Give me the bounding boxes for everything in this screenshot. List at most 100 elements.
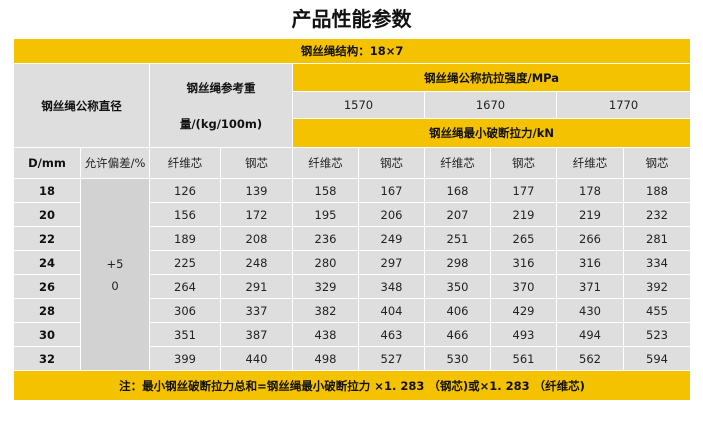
diameter-cell: 18 bbox=[13, 178, 81, 203]
table-cell: 430 bbox=[556, 298, 624, 323]
table-row: 32 399 440 498 527 530 561 562 594 bbox=[13, 346, 692, 371]
table-row: 20 156 172 195 206 207 219 219 232 bbox=[13, 202, 692, 227]
table-cell: 351 bbox=[149, 322, 221, 347]
ref-weight-header: 钢丝绳参考重 量/(kg/100m) bbox=[149, 63, 293, 148]
diameter-cell: 20 bbox=[13, 202, 81, 227]
tolerance-upper: +5 bbox=[106, 256, 124, 271]
ref-weight-header-line1: 钢丝绳参考重 bbox=[186, 80, 256, 95]
table-cell: 530 bbox=[424, 346, 491, 371]
table-cell: 455 bbox=[622, 298, 692, 323]
table-cell: 306 bbox=[149, 298, 221, 323]
table-cell: 387 bbox=[220, 322, 293, 347]
table-cell: 172 bbox=[220, 202, 293, 227]
table-row: 24 225 248 280 297 298 316 316 334 bbox=[13, 250, 692, 275]
table-cell: 251 bbox=[424, 226, 491, 251]
table-cell: 348 bbox=[358, 274, 425, 299]
table-cell: 236 bbox=[292, 226, 359, 251]
table-cell: 248 bbox=[220, 250, 293, 275]
tolerance-cell: +5 0 bbox=[80, 178, 150, 371]
fiber-core-1770-header: 纤维芯 bbox=[556, 147, 624, 179]
table-cell: 188 bbox=[622, 178, 692, 203]
table-cell: 264 bbox=[149, 274, 221, 299]
table-cell: 527 bbox=[358, 346, 425, 371]
table-cell: 178 bbox=[556, 178, 624, 203]
table-cell: 399 bbox=[149, 346, 221, 371]
table-cell: 429 bbox=[490, 298, 557, 323]
table-cell: 350 bbox=[424, 274, 491, 299]
steel-core-1570-header: 钢芯 bbox=[358, 147, 425, 179]
table-cell: 291 bbox=[220, 274, 293, 299]
weight-fiber-core-header: 纤维芯 bbox=[149, 147, 221, 179]
table-cell: 494 bbox=[556, 322, 624, 347]
table-cell: 466 bbox=[424, 322, 491, 347]
table-cell: 316 bbox=[490, 250, 557, 275]
table-cell: 562 bbox=[556, 346, 624, 371]
d-mm-header: D/mm bbox=[13, 147, 81, 179]
table-cell: 334 bbox=[622, 250, 692, 275]
table-cell: 139 bbox=[220, 178, 293, 203]
table-row: 26 264 291 329 348 350 370 371 392 bbox=[13, 274, 692, 299]
table-cell: 158 bbox=[292, 178, 359, 203]
structure-label: 钢丝绳结构：18×7 bbox=[12, 38, 692, 64]
ref-weight-header-line2: 量/(kg/100m) bbox=[179, 116, 263, 131]
diameter-cell: 32 bbox=[13, 346, 81, 371]
table-cell: 280 bbox=[292, 250, 359, 275]
table-cell: 440 bbox=[220, 346, 293, 371]
table-cell: 168 bbox=[424, 178, 491, 203]
table-cell: 208 bbox=[220, 226, 293, 251]
table-cell: 219 bbox=[490, 202, 557, 227]
table-cell: 463 bbox=[358, 322, 425, 347]
table-cell: 493 bbox=[490, 322, 557, 347]
diameter-cell: 26 bbox=[13, 274, 81, 299]
table-cell: 189 bbox=[149, 226, 221, 251]
table-cell: 225 bbox=[149, 250, 221, 275]
steel-core-1770-header: 钢芯 bbox=[622, 147, 692, 179]
grade-1570: 1570 bbox=[292, 91, 425, 119]
performance-table: 钢丝绳结构：18×7 钢丝绳公称直径 钢丝绳参考重 量/(kg/100m) 钢丝… bbox=[12, 38, 692, 401]
tensile-strength-header: 钢丝绳公称抗拉强度/MPa bbox=[291, 63, 692, 92]
table-cell: 594 bbox=[622, 346, 692, 371]
table-cell: 329 bbox=[292, 274, 359, 299]
table-cell: 371 bbox=[556, 274, 624, 299]
table-cell: 438 bbox=[292, 322, 359, 347]
table-cell: 498 bbox=[292, 346, 359, 371]
table-cell: 207 bbox=[424, 202, 491, 227]
grade-1670: 1670 bbox=[424, 91, 557, 119]
table-row: 18 +5 0 126 139 158 167 168 177 178 188 bbox=[13, 178, 692, 371]
table-cell: 219 bbox=[556, 202, 624, 227]
table-cell: 266 bbox=[556, 226, 624, 251]
fiber-core-1670-header: 纤维芯 bbox=[424, 147, 491, 179]
table-cell: 167 bbox=[358, 178, 425, 203]
table-cell: 126 bbox=[149, 178, 221, 203]
weight-steel-core-header: 钢芯 bbox=[220, 147, 293, 179]
table-cell: 206 bbox=[358, 202, 425, 227]
table-row: 30 351 387 438 463 466 493 494 523 bbox=[13, 322, 692, 347]
table-row: 22 189 208 236 249 251 265 266 281 bbox=[13, 226, 692, 251]
min-breaking-force-header: 钢丝绳最小破断拉力/kN bbox=[291, 118, 692, 148]
table-cell: 298 bbox=[424, 250, 491, 275]
diameter-cell: 28 bbox=[13, 298, 81, 323]
table-cell: 232 bbox=[622, 202, 692, 227]
table-cell: 281 bbox=[622, 226, 692, 251]
table-cell: 265 bbox=[490, 226, 557, 251]
diameter-cell: 22 bbox=[13, 226, 81, 251]
diameter-cell: 24 bbox=[13, 250, 81, 275]
diameter-cell: 30 bbox=[13, 322, 81, 347]
page-title: 产品性能参数 bbox=[291, 7, 412, 31]
table-cell: 382 bbox=[292, 298, 359, 323]
table-cell: 406 bbox=[424, 298, 491, 323]
table-cell: 404 bbox=[358, 298, 425, 323]
grade-1770: 1770 bbox=[555, 91, 692, 119]
tolerance-header: 允许偏差/% bbox=[80, 147, 150, 179]
table-cell: 177 bbox=[490, 178, 557, 203]
steel-core-1670-header: 钢芯 bbox=[490, 147, 557, 179]
table-cell: 523 bbox=[622, 322, 692, 347]
table-cell: 249 bbox=[358, 226, 425, 251]
table-cell: 392 bbox=[622, 274, 692, 299]
table-cell: 316 bbox=[556, 250, 624, 275]
footnote: 注：最小钢丝破断拉力总和=钢丝绳最小破断拉力 ×1. 283 （钢芯)或×1. … bbox=[12, 370, 692, 401]
table-cell: 297 bbox=[358, 250, 425, 275]
tolerance-lower: 0 bbox=[111, 278, 119, 293]
table-cell: 337 bbox=[220, 298, 293, 323]
nominal-diameter-header: 钢丝绳公称直径 bbox=[13, 63, 150, 148]
